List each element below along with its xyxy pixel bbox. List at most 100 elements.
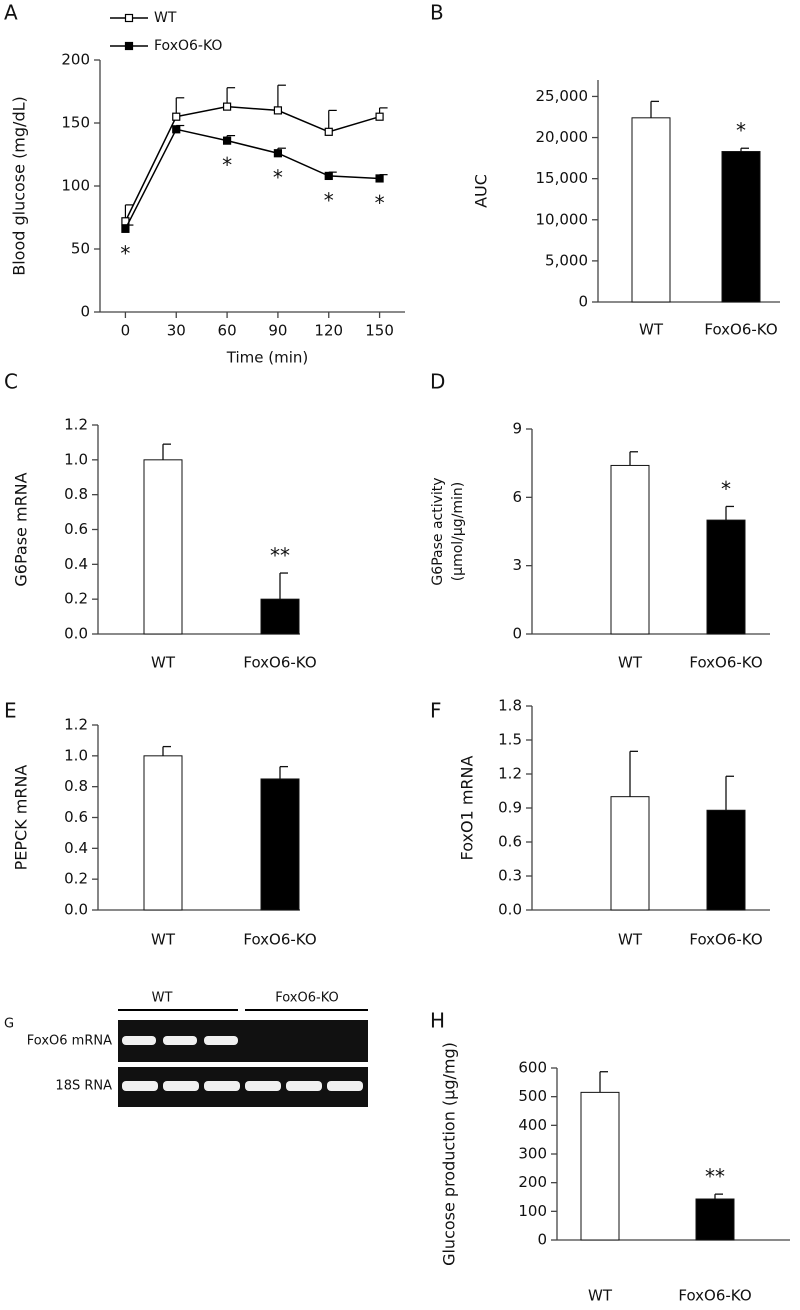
x-tick-label: WT: [618, 931, 643, 949]
y-tick-label: 0.0: [64, 625, 88, 643]
y-tick-label: 1.0: [64, 450, 88, 468]
bar: [260, 598, 300, 635]
x-tick-label: 90: [268, 322, 287, 340]
y-tick-label: 50: [71, 240, 90, 258]
band: [122, 1081, 158, 1091]
y-tick-label: 0: [80, 303, 90, 321]
y-axis-label: G6Pase activity: [430, 477, 446, 585]
y-tick-label: 150: [61, 114, 90, 132]
series-line: [124, 105, 380, 222]
y-tick-label: 0.6: [498, 833, 522, 851]
panel-label: H: [430, 1009, 445, 1033]
panel-label: F: [430, 699, 442, 723]
y-tick-label: 5,000: [545, 251, 588, 269]
panel-label: B: [430, 1, 444, 25]
bar: [143, 755, 183, 911]
y-tick-label: 600: [518, 1059, 547, 1077]
band: [163, 1081, 199, 1091]
bar: [695, 1198, 735, 1241]
band: [327, 1081, 363, 1091]
y-tick-label: 200: [61, 51, 90, 69]
panel-label: G: [4, 1017, 14, 1032]
gel-bands: [122, 1036, 363, 1091]
x-tick-label: WT: [151, 654, 176, 672]
significance: **: [705, 1165, 725, 1189]
y-axis-label: PEPCK mRNA: [12, 765, 31, 871]
marker: [324, 127, 333, 136]
y-tick-label: 0.4: [64, 839, 88, 857]
gel-row-label: 18S RNA: [55, 1079, 112, 1094]
x-axis-label: Time (min): [226, 349, 308, 367]
band: [286, 1081, 322, 1091]
y-tick-label: 20,000: [536, 128, 589, 146]
y-tick-label: 0.8: [64, 777, 88, 795]
marker: [273, 106, 283, 115]
y-tick-label: 0.9: [498, 799, 522, 817]
y-tick-label: 6: [512, 488, 522, 506]
significance: *: [273, 166, 283, 190]
legend-label: FoxO6-KO: [154, 38, 222, 54]
bar: [143, 459, 183, 635]
bar: [721, 151, 761, 303]
significance: *: [736, 119, 746, 143]
significance: *: [120, 241, 130, 265]
y-tick-label: 1.2: [498, 765, 522, 783]
bar: [580, 1091, 620, 1241]
marker: [172, 112, 181, 121]
y-tick-label: 0.4: [64, 555, 88, 573]
x-tick-label: 30: [167, 322, 186, 340]
bar: [610, 464, 650, 635]
x-tick-label: 120: [314, 322, 343, 340]
y-axis-label: Blood glucose (mg/dL): [10, 96, 29, 276]
x-tick-label: FoxO6-KO: [689, 931, 762, 949]
series-line: [124, 128, 380, 230]
y-tick-label: 9: [512, 420, 522, 438]
x-tick-label: WT: [639, 321, 664, 339]
y-axis-label: G6Pase mRNA: [12, 472, 31, 586]
y-tick-label: 1.2: [64, 716, 88, 734]
marker: [375, 112, 384, 121]
y-tick-label: 1.0: [64, 746, 88, 764]
x-tick-label: FoxO6-KO: [689, 654, 762, 672]
bar: [706, 519, 746, 635]
marker: [222, 102, 232, 111]
band: [245, 1081, 281, 1091]
x-tick-label: FoxO6-KO: [704, 321, 777, 339]
marker: [121, 224, 130, 233]
marker: [172, 125, 181, 134]
y-tick-label: 0.3: [498, 867, 522, 885]
y-tick-label: 300: [518, 1145, 547, 1163]
gel-row-label: FoxO6 mRNA: [27, 1034, 112, 1049]
x-tick-label: FoxO6-KO: [243, 654, 316, 672]
y-tick-label: 0: [512, 625, 522, 643]
panel-label: C: [4, 370, 18, 394]
x-tick-label: 60: [218, 322, 237, 340]
bar: [706, 809, 746, 911]
y-tick-label: 100: [518, 1202, 547, 1220]
y-tick-label: 0: [537, 1231, 547, 1249]
y-tick-label: 3: [512, 556, 522, 574]
x-tick-label: 0: [121, 322, 131, 340]
y-tick-label: 15,000: [536, 169, 589, 187]
y-tick-label: 0.0: [64, 901, 88, 919]
bar: [260, 778, 300, 911]
band: [163, 1036, 197, 1045]
y-tick-label: 0.6: [64, 808, 88, 826]
marker: [273, 149, 283, 158]
y-axis-label: AUC: [472, 174, 491, 208]
gel-lane-strip: [118, 1067, 368, 1107]
gel-panel: G WT FoxO6-KO FoxO6 mRNA 18S RNA: [4, 991, 368, 1107]
y-axis-label: (µmol/µg/min): [450, 482, 466, 582]
y-tick-label: 1.2: [64, 416, 88, 434]
gel-lane-strip: [118, 1020, 368, 1062]
y-tick-label: 100: [61, 177, 90, 195]
legend-label: WT: [154, 10, 177, 26]
significance: *: [324, 188, 334, 212]
y-tick-label: 500: [518, 1087, 547, 1105]
y-tick-label: 400: [518, 1116, 547, 1134]
bar: [610, 796, 650, 911]
band: [204, 1036, 238, 1045]
y-tick-label: 200: [518, 1173, 547, 1191]
band: [122, 1036, 156, 1045]
